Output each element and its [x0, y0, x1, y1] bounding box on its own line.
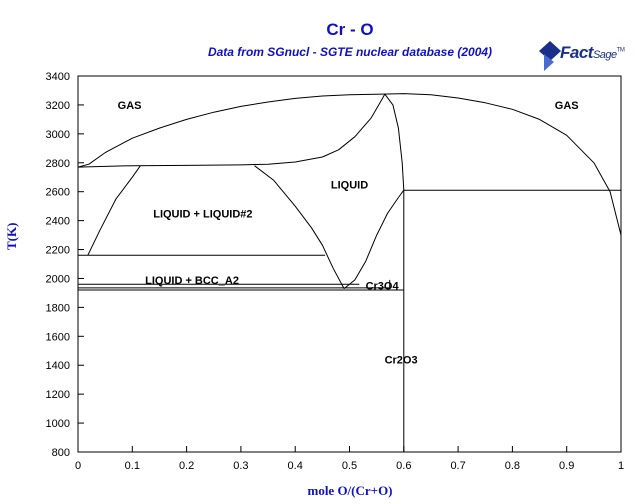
phase-boundary-line-1	[77, 93, 622, 236]
y-tick-label: 800	[52, 447, 70, 459]
x-tick-label: 0.6	[396, 460, 411, 472]
phase-region-label: LIQUID	[331, 179, 368, 191]
region-labels: GAS GAS LIQUID LIQUID + LIQUID#2 LIQUID + BC…	[118, 100, 579, 367]
phase-boundary-line-6	[343, 189, 405, 289]
phase-region-label: GAS	[555, 100, 579, 112]
phase-boundary-line-4	[87, 165, 141, 256]
y-tick-label: 3400	[46, 71, 70, 83]
chart-title: Cr - O	[326, 20, 374, 39]
y-tick-label: 3000	[46, 129, 70, 141]
y-tick-label: 2400	[46, 216, 70, 228]
x-axis-label: mole O/(Cr+O)	[307, 483, 393, 498]
phase-region-label: LIQUID + BCC_A2	[145, 275, 239, 287]
x-tick-label: 0.5	[342, 460, 357, 472]
plot-frame	[77, 75, 622, 453]
x-tick-label: 0.2	[179, 460, 194, 472]
phase-boundary-line-3	[384, 93, 405, 452]
y-tick-label: 2000	[46, 273, 70, 285]
logo-tm-text: TM	[616, 47, 625, 54]
phase-boundary-line-5	[254, 165, 345, 289]
phase-boundary-line-10	[78, 279, 391, 289]
y-tick-label: 1400	[46, 360, 70, 372]
phase-region-label: Cr3O4	[366, 281, 400, 293]
x-tick-label: 0.3	[233, 460, 248, 472]
y-tick-label: 2200	[46, 245, 70, 257]
logo-wordmark: FactSageTM	[560, 43, 625, 63]
y-tick-label: 3200	[46, 100, 70, 112]
logo-main-text: Fact	[560, 43, 593, 62]
chart-subtitle: Data from SGnucl - SGTE nuclear database…	[207, 45, 493, 59]
phase-region-label: GAS	[118, 100, 142, 112]
y-axis-label: T(K)	[4, 222, 19, 250]
y-tick-label: 2600	[46, 187, 70, 199]
y-tick-label: 1000	[46, 418, 70, 430]
x-tick-label: 0.9	[559, 460, 574, 472]
y-tick-label: 2800	[46, 158, 70, 170]
phase-boundaries	[77, 93, 622, 452]
phase-region-label: LIQUID + LIQUID#2	[153, 208, 252, 220]
axis-ticks: 0 0.1 0.2 0.3 0.4 0.5 0.6 0.7 0.8 0.9 180010001200…	[46, 71, 625, 472]
logo-mark-icon	[539, 41, 561, 71]
x-tick-label: 0.7	[450, 460, 465, 472]
phase-region-label: Cr2O3	[385, 354, 418, 366]
x-tick-label: 1	[618, 460, 624, 472]
phase-boundary-line-2	[77, 93, 386, 168]
x-tick-label: 0	[75, 460, 81, 472]
factsage-logo: FactSageTM	[538, 40, 625, 74]
logo-sage-text: Sage	[592, 49, 617, 61]
y-tick-label: 1600	[46, 331, 70, 343]
y-tick-label: 1200	[46, 389, 70, 401]
x-tick-label: 0.4	[288, 460, 303, 472]
x-tick-label: 0.8	[505, 460, 520, 472]
y-tick-label: 1800	[46, 302, 70, 314]
x-tick-label: 0.1	[125, 460, 140, 472]
